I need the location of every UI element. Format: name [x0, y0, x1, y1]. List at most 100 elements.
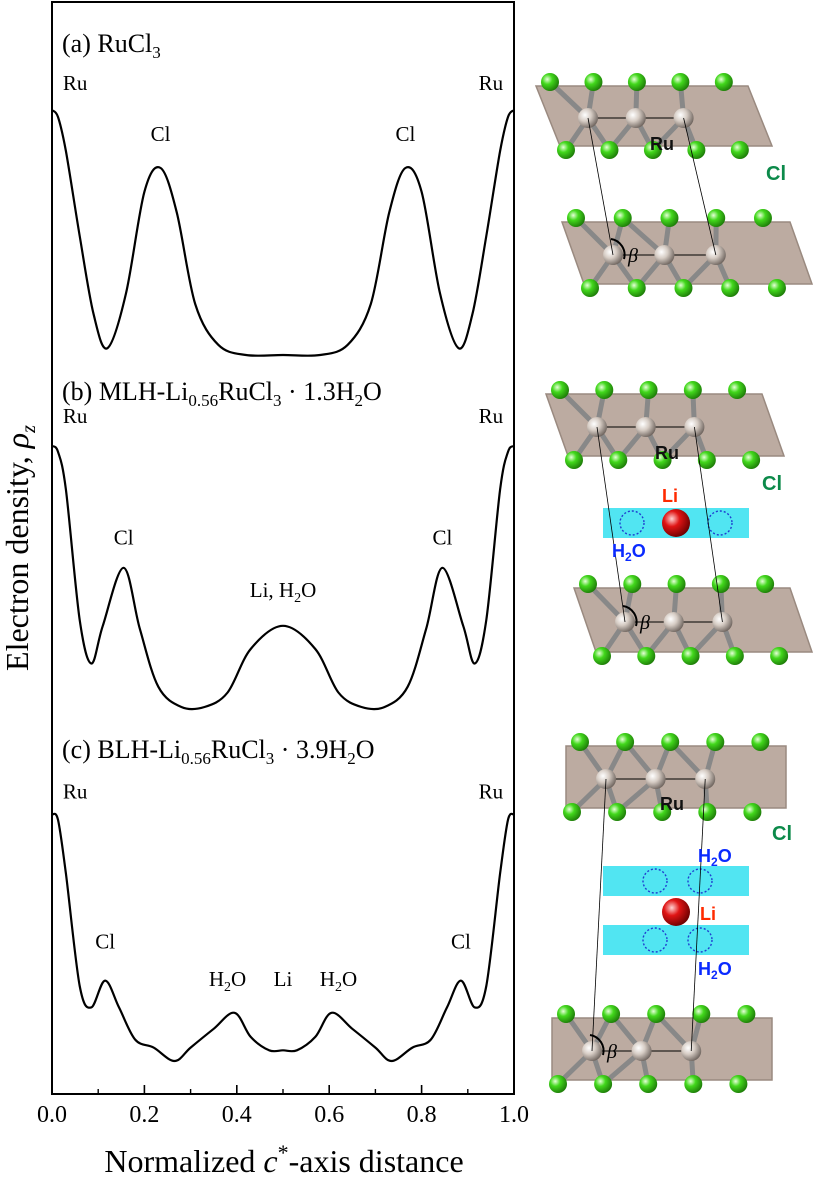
cl-label: Cl — [766, 163, 786, 185]
peak-label: Li — [274, 967, 293, 991]
cl-atom — [602, 1005, 620, 1023]
cl-atom — [565, 451, 583, 469]
peak-label: Cl — [151, 122, 171, 146]
li-atom — [662, 509, 690, 537]
cl-atom — [557, 141, 575, 159]
cl-atom — [628, 73, 646, 91]
peak-label: H2O — [320, 967, 357, 995]
cl-atom — [600, 141, 618, 159]
cl-atom — [594, 1075, 612, 1093]
peak-label: Ru — [479, 779, 504, 803]
cl-atom — [728, 381, 746, 399]
cl-atom — [706, 733, 724, 751]
beta-label: β — [639, 612, 650, 634]
cl-atom — [581, 279, 599, 297]
cl-atom — [549, 1075, 567, 1093]
layer-a-bottom — [562, 209, 812, 297]
x-tick-label: 0.4 — [222, 1102, 252, 1128]
cl-atom — [715, 73, 733, 91]
peak-label: H2O — [209, 967, 246, 995]
cl-atom — [754, 209, 772, 227]
cl-atom — [687, 141, 705, 159]
x-axis: 0.0 0.2 0.4 0.6 0.8 1.0 — [37, 1085, 529, 1128]
cl-atom — [742, 451, 760, 469]
cl-atom — [743, 803, 761, 821]
peak-label: Ru — [63, 71, 88, 95]
cl-atom — [712, 575, 730, 593]
ru-atom — [646, 769, 666, 789]
cl-atom — [721, 279, 739, 297]
peak-label: Ru — [63, 779, 88, 803]
cl-atom — [756, 575, 774, 593]
ru-label: Ru — [660, 794, 684, 814]
panel-label: (a) RuCl3 — [62, 29, 161, 62]
x-tick-label: 0.6 — [314, 1102, 344, 1128]
panel-label: (c) BLH-Li0.56RuCl3 · 3.9H2O — [62, 735, 375, 768]
li-label: Li — [662, 486, 678, 506]
panel-2: (c) BLH-Li0.56RuCl3 · 3.9H2O Ru Cl H2O Li H2O… — [52, 735, 514, 1061]
water-label: H2O — [698, 846, 732, 869]
panel-label: (b) MLH-Li0.56RuCl3 · 1.3H2O — [62, 377, 382, 410]
cl-atom — [684, 381, 702, 399]
cl-atom — [563, 803, 581, 821]
cl-atom — [751, 733, 769, 751]
water-label: H2O — [612, 541, 646, 564]
cl-label: Cl — [772, 823, 792, 845]
cl-atom — [674, 279, 692, 297]
peak-label: Ru — [479, 404, 504, 428]
ru-label: Ru — [650, 134, 674, 154]
ru-atom — [664, 612, 684, 632]
cl-atom — [571, 733, 589, 751]
cl-atom — [698, 451, 716, 469]
density-curve — [52, 110, 514, 356]
cl-atom — [557, 1005, 575, 1023]
ru-atom — [636, 417, 656, 437]
cl-atom — [640, 381, 658, 399]
cl-atom — [595, 381, 613, 399]
peak-label: Cl — [95, 929, 115, 953]
panel-0: (a) RuCl3 Ru Cl Cl Ru — [52, 29, 514, 356]
cl-atom — [737, 1005, 755, 1023]
x-tick-label: 1.0 — [499, 1102, 529, 1128]
cl-atom — [593, 647, 611, 665]
x-tick-label: 0.2 — [129, 1102, 159, 1128]
ru-atom — [654, 245, 674, 265]
peak-label: Ru — [63, 404, 88, 428]
cl-atom — [768, 279, 786, 297]
cl-atom — [660, 209, 678, 227]
cl-atom — [671, 73, 689, 91]
cl-atom — [567, 209, 585, 227]
cl-atom — [682, 647, 700, 665]
water-label: H2O — [698, 959, 732, 982]
density-curve — [52, 814, 514, 1061]
li-label: Li — [700, 904, 716, 924]
x-tick-label: 0.0 — [37, 1102, 67, 1128]
cl-atom — [614, 209, 632, 227]
ru-atom — [632, 1041, 652, 1061]
cl-atom — [541, 73, 559, 91]
ru-atom — [626, 108, 646, 128]
cl-atom — [661, 733, 679, 751]
peak-label: Cl — [451, 929, 471, 953]
peak-label: Li, H2O — [250, 578, 317, 606]
cl-label: Cl — [762, 473, 782, 495]
cl-atom — [584, 73, 602, 91]
x-axis-label: Normalized c*-axis distance — [104, 1140, 463, 1177]
cl-atom — [770, 647, 788, 665]
peak-label: Cl — [432, 526, 452, 550]
peak-label: Cl — [396, 122, 416, 146]
layer-b-bottom — [574, 575, 812, 665]
cl-atom — [692, 1005, 710, 1023]
cl-atom — [616, 733, 634, 751]
beta-label: β — [606, 1041, 617, 1063]
water-layer — [603, 866, 749, 896]
cl-atom — [707, 209, 725, 227]
x-tick-label: 0.8 — [407, 1102, 437, 1128]
peak-label: Cl — [114, 526, 134, 550]
peak-label: Ru — [479, 71, 504, 95]
cl-atom — [684, 1075, 702, 1093]
cl-atom — [623, 575, 641, 593]
